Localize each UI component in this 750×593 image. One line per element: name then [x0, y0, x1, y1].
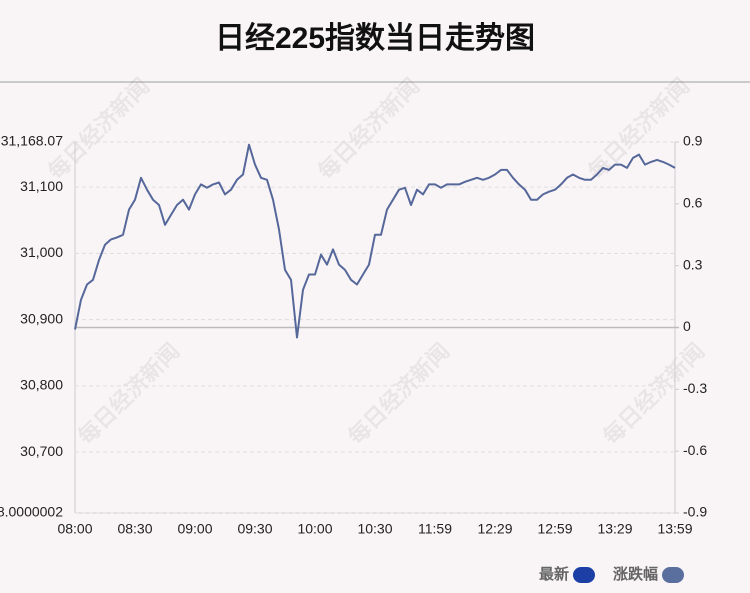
x-tick-label: 10:30: [357, 521, 392, 537]
price-line: [74, 143, 676, 339]
y-tick-label: 31,000: [20, 244, 63, 260]
y-tick-label: 30,700: [20, 443, 63, 459]
x-tick-label: 11:59: [418, 521, 452, 537]
y2-tick-label: 0: [683, 318, 691, 334]
y-tick-label: 31,168.07: [1, 133, 63, 149]
legend-swatch: [662, 567, 684, 583]
y2-tick-label: 0.6: [683, 195, 703, 211]
x-tick-label: 09:30: [237, 521, 272, 537]
y2-tick-label: -0.9: [683, 504, 707, 520]
y-tick-label: 30608.0000002: [0, 504, 63, 520]
y2-tick-label: 0.3: [683, 256, 703, 272]
x-tick-label: 13:59: [657, 521, 692, 537]
x-tick-label: 08:30: [117, 521, 152, 537]
x-tick-label: 12:29: [477, 521, 512, 537]
y-tick-label: 31,100: [20, 178, 63, 194]
chart-title: 日经225指数当日走势图: [215, 21, 535, 55]
x-tick-label: 12:59: [537, 521, 572, 537]
y2-tick-label: -0.6: [683, 442, 707, 458]
legend-swatch: [572, 567, 595, 583]
legend-label: 最新: [539, 565, 569, 583]
x-tick-label: 10:00: [297, 521, 332, 537]
x-tick-label: 13:29: [597, 521, 632, 537]
legend-label: 涨跌幅: [613, 565, 658, 583]
y2-tick-label: 0.9: [683, 133, 703, 149]
x-tick-label: 09:00: [177, 521, 212, 537]
y2-tick-label: -0.3: [683, 380, 707, 396]
y-tick-label: 30,900: [20, 310, 63, 326]
x-tick-label: 08:00: [57, 521, 92, 537]
y-tick-label: 30,800: [20, 377, 63, 393]
